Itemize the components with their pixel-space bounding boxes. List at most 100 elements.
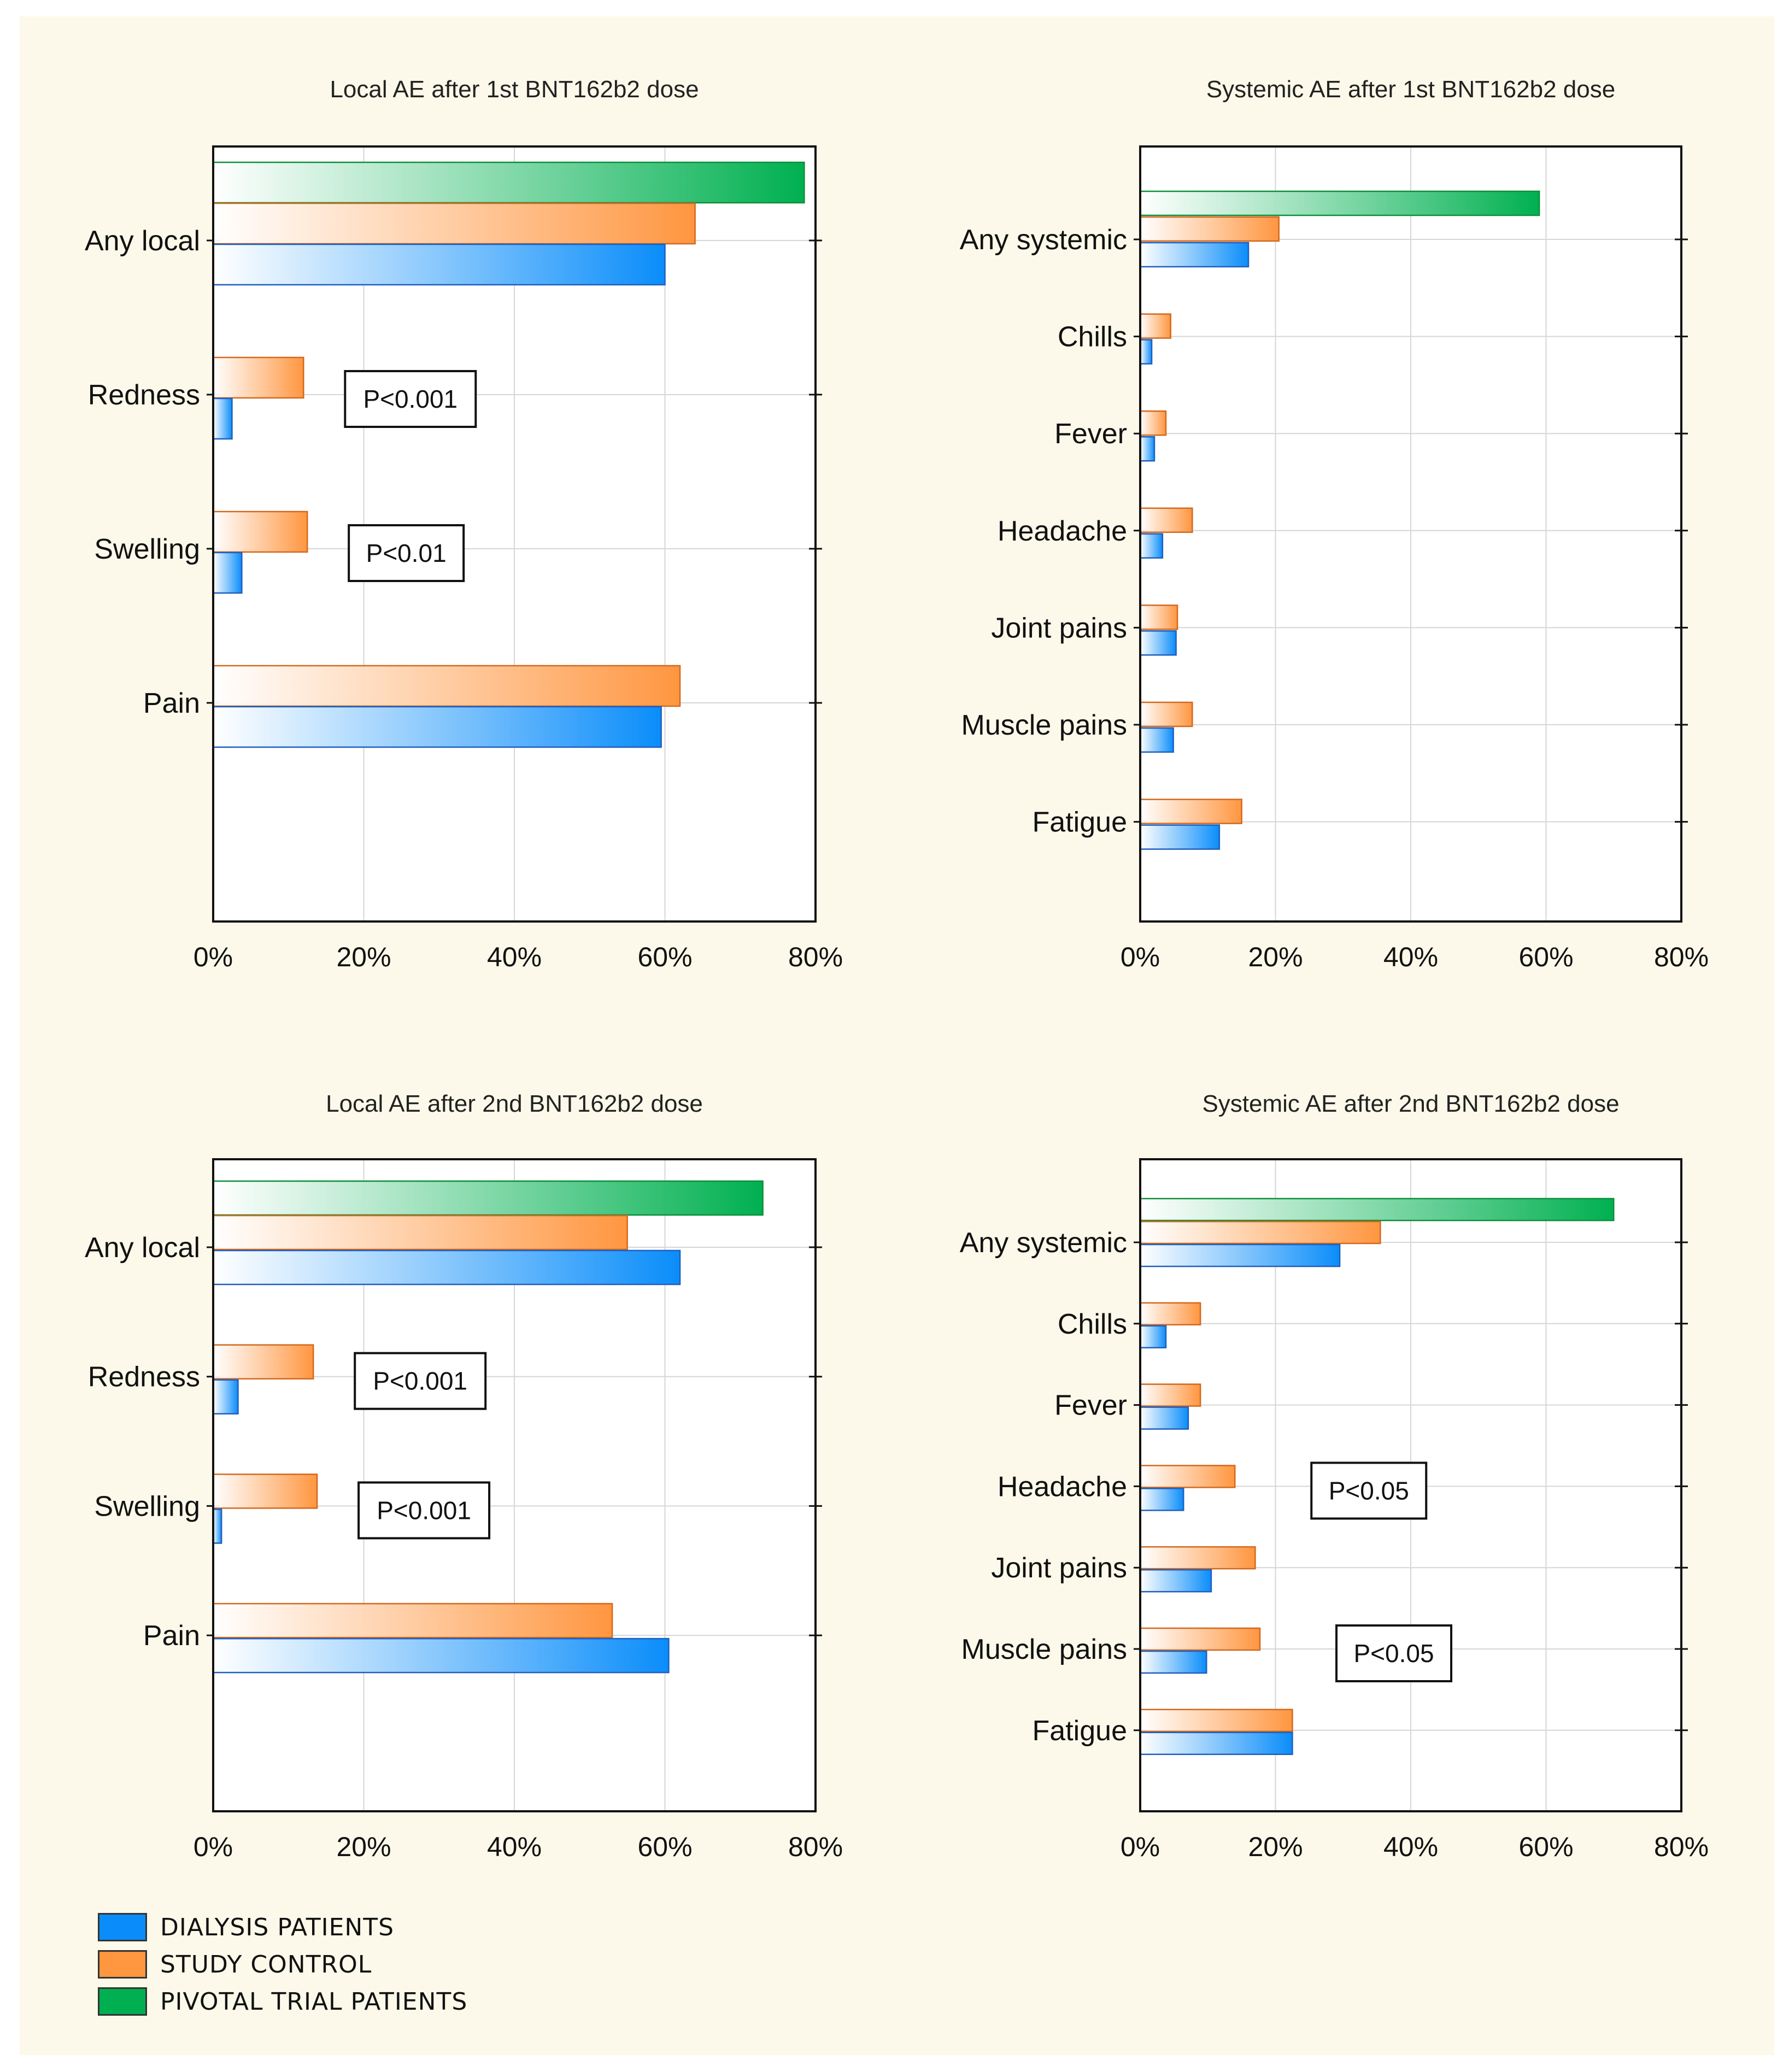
- chart-3-frame: [212, 1158, 817, 1812]
- chart-4-xtick-label: 0%: [1121, 1832, 1160, 1862]
- chart-1-xtick-label: 20%: [336, 942, 391, 972]
- chart-3-bar-control-swelling: [212, 1474, 318, 1509]
- figure: Local AE after 1st BNT162b2 dose 0% 20% 40%…: [20, 16, 1774, 2055]
- chart-3-xtick-label: 80%: [788, 1832, 843, 1862]
- chart-3-bar-dialysis-redness: [212, 1379, 239, 1414]
- chart-1-bar-dialysis-redness: [212, 397, 233, 440]
- chart-2-bar-control-fatigue: [1139, 799, 1242, 824]
- chart-2-category-label-fatigue: Fatigue: [1033, 807, 1127, 838]
- chart-2-bar-dialysis-fever: [1139, 436, 1155, 462]
- chart-1-title: Local AE after 1st BNT162b2 dose: [330, 76, 699, 103]
- chart-2-bar-control-chills: [1139, 313, 1171, 339]
- chart-1-bar-control-any-local: [212, 202, 696, 245]
- chart-1-bar-control-redness: [212, 356, 304, 399]
- chart-3-category-label-pain: Pain: [143, 1620, 200, 1652]
- chart-2-xtick-label: 80%: [1654, 942, 1709, 972]
- chart-2-bar-control-headache: [1139, 507, 1193, 533]
- chart-3-xtick-label: 60%: [637, 1832, 692, 1862]
- chart-2-bar-dialysis-any-systemic: [1139, 242, 1250, 268]
- legend: DIALYSIS PATIENTS STUDY CONTROL PIVOTAL …: [98, 1909, 467, 2020]
- chart-3-annotation-box-1: [354, 1352, 487, 1410]
- chart-2-category-label-joint-pains: Joint pains: [991, 612, 1127, 644]
- chart-3-bar-pivotal-any-local: [212, 1180, 764, 1216]
- chart-4-xtick-label: 20%: [1248, 1832, 1303, 1862]
- chart-2-bar-control-muscle-pains: [1139, 701, 1193, 727]
- chart-1-bar-control-pain: [212, 665, 681, 707]
- chart-1-bar-control-swelling: [212, 510, 308, 553]
- chart-4-annotation-box-1: [1310, 1461, 1428, 1520]
- chart-1-bar-dialysis-pain: [212, 706, 662, 748]
- chart-4-bar-control-chills: [1139, 1302, 1201, 1326]
- chart-4-bar-control-muscle-pains: [1139, 1627, 1261, 1651]
- legend-item-pivotal: PIVOTAL TRIAL PATIENTS: [98, 1983, 467, 2020]
- chart-1-category-label-swelling: Swelling: [94, 533, 200, 565]
- chart-3-bar-dialysis-swelling: [212, 1508, 222, 1544]
- chart-4-bar-dialysis-headache: [1139, 1488, 1184, 1511]
- chart-2-frame: [1139, 145, 1682, 923]
- chart-3-bar-dialysis-any-local: [212, 1249, 681, 1286]
- chart-2-bar-dialysis-chills: [1139, 339, 1153, 365]
- chart-2-bar-dialysis-fatigue: [1139, 824, 1221, 850]
- chart-1-bar-dialysis-any-local: [212, 243, 666, 286]
- legend-swatch-control: [98, 1950, 147, 1979]
- chart-1-bar-dialysis-swelling: [212, 551, 243, 594]
- chart-1-category-label-pain: Pain: [143, 688, 200, 719]
- chart-2-xtick-label: 0%: [1121, 942, 1160, 972]
- chart-4-annotation-text-2: P<0.05: [1353, 1639, 1434, 1668]
- chart-4-bar-dialysis-chills: [1139, 1325, 1167, 1349]
- chart-2-title: Systemic AE after 1st BNT162b2 dose: [1206, 76, 1615, 103]
- chart-3-annotation-box-2: [357, 1481, 491, 1540]
- chart-1-annotation-text-2: P<0.01: [366, 539, 447, 567]
- chart-3-bar-control-redness: [212, 1344, 314, 1380]
- chart-2-category-label-muscle-pains: Muscle pains: [961, 709, 1127, 741]
- chart-1-bar-pivotal-any-local: [212, 161, 805, 204]
- chart-1-xtick-label: 40%: [487, 942, 542, 972]
- chart-4-bar-control-joint-pains: [1139, 1546, 1256, 1570]
- charts-canvas: Local AE after 1st BNT162b2 dose 0% 20% 40%…: [85, 76, 1709, 1862]
- chart-4-bar-control-any-systemic: [1139, 1220, 1381, 1245]
- chart-3-bar-control-any-local: [212, 1214, 628, 1251]
- chart-4-category-label-any-systemic: Any systemic: [960, 1227, 1127, 1259]
- chart-2-bar-dialysis-joint-pains: [1139, 630, 1177, 656]
- chart-4-xtick-label: 60%: [1518, 1832, 1573, 1862]
- chart-4-bar-control-headache: [1139, 1465, 1236, 1488]
- chart-3-category-label-redness: Redness: [88, 1361, 200, 1393]
- legend-label-pivotal: PIVOTAL TRIAL PATIENTS: [160, 1987, 468, 2016]
- chart-2-category-label-any-systemic: Any systemic: [960, 224, 1127, 256]
- chart-4-frame: [1139, 1158, 1682, 1812]
- legend-swatch-dialysis: [98, 1913, 147, 1941]
- legend-label-dialysis: DIALYSIS PATIENTS: [160, 1913, 395, 1941]
- chart-2-bar-control-any-systemic: [1139, 216, 1280, 242]
- chart-3-xtick-label: 0%: [193, 1832, 233, 1862]
- chart-4-bar-dialysis-muscle-pains: [1139, 1650, 1207, 1674]
- chart-3-bar-control-pain: [212, 1603, 613, 1639]
- chart-4-bar-dialysis-fever: [1139, 1406, 1189, 1430]
- chart-1-xtick-label: 0%: [193, 942, 233, 972]
- chart-2-category-label-headache: Headache: [998, 515, 1127, 547]
- chart-3-xtick-label: 40%: [487, 1832, 542, 1862]
- chart-3-bar-dialysis-pain: [212, 1637, 670, 1674]
- chart-2-xtick-label: 60%: [1518, 942, 1573, 972]
- chart-1-xtick-label: 80%: [788, 942, 843, 972]
- chart-4-bar-dialysis-any-systemic: [1139, 1243, 1341, 1267]
- chart-2-bar-pivotal-any-systemic: [1139, 190, 1540, 216]
- chart-4-category-label-muscle-pains: Muscle pains: [961, 1634, 1127, 1665]
- chart-4-annotation-text-1: P<0.05: [1329, 1476, 1409, 1505]
- chart-2-xtick-label: 40%: [1383, 942, 1438, 972]
- chart-1-annotation-text-1: P<0.001: [363, 385, 457, 413]
- chart-4-bar-dialysis-joint-pains: [1139, 1569, 1212, 1593]
- chart-1-category-label-any-local: Any local: [85, 225, 200, 257]
- chart-2-bar-dialysis-muscle-pains: [1139, 727, 1174, 753]
- chart-4-bar-control-fever: [1139, 1383, 1201, 1407]
- legend-swatch-pivotal: [98, 1987, 147, 2016]
- chart-4-xtick-label: 80%: [1654, 1832, 1709, 1862]
- chart-4-bar-dialysis-fatigue: [1139, 1731, 1293, 1756]
- chart-4-category-label-fever: Fever: [1054, 1390, 1127, 1422]
- legend-item-control: STUDY CONTROL: [98, 1946, 467, 1983]
- chart-2-xtick-label: 20%: [1248, 942, 1303, 972]
- chart-1-annotation-box-2: [348, 524, 465, 582]
- chart-3-annotation-text-1: P<0.001: [373, 1367, 467, 1395]
- chart-2-category-label-fever: Fever: [1054, 418, 1127, 450]
- chart-3-xtick-label: 20%: [336, 1832, 391, 1862]
- chart-2-bar-control-fever: [1139, 410, 1167, 436]
